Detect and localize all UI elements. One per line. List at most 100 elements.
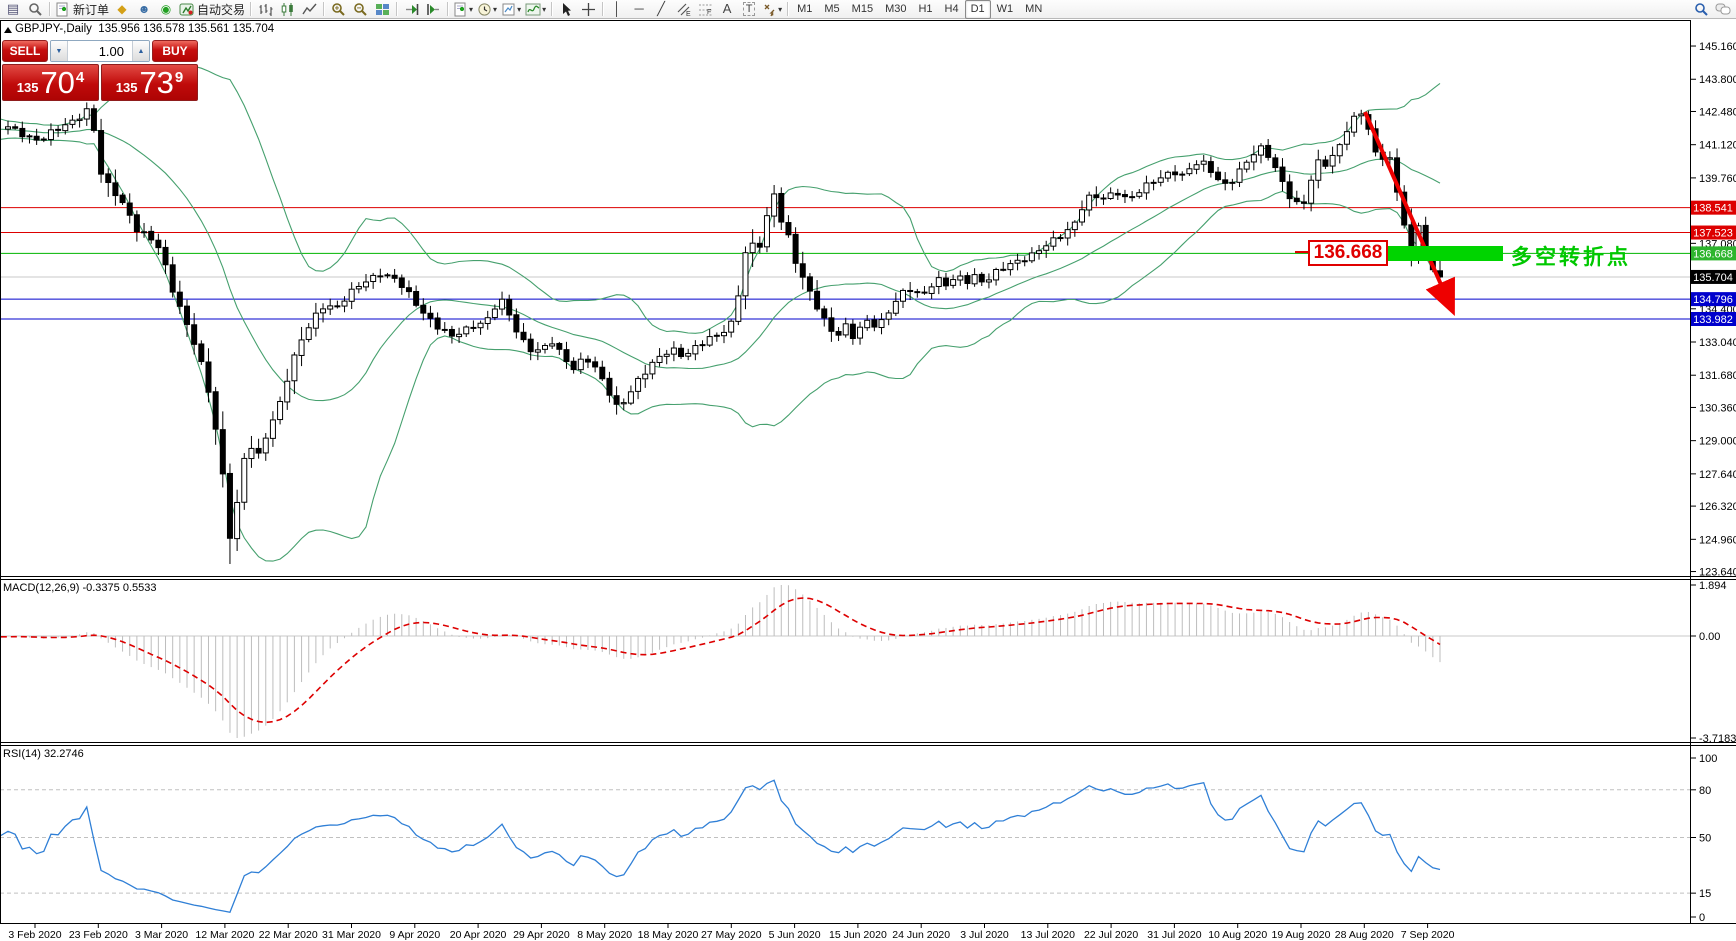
text-tool[interactable]: A [722,1,732,16]
dropdown-caret-icon[interactable]: ▾ [469,4,474,14]
date-axis-label: 31 Jul 2020 [1147,929,1201,941]
price-axis-label: 127.640 [1699,469,1736,481]
main-chart-panel[interactable] [0,65,1690,564]
timeframe-m5[interactable]: M5 [818,0,845,19]
candle-chart-icon[interactable] [276,0,298,19]
annotation-price-box[interactable]: 136.668 [1308,240,1388,266]
dropdown-caret-icon[interactable]: ▾ [493,4,498,14]
horizontal-line-tool[interactable]: ─ [634,1,644,16]
timeframe-mn[interactable]: MN [1019,0,1048,19]
time-axis[interactable]: 3 Feb 2020 23 Feb 2020 3 Mar 2020 12 Mar 20… [8,924,1455,941]
metaeditor-icon[interactable]: ◆ [117,2,127,16]
annotation-highlight-bar[interactable] [1388,246,1503,261]
charts-panel-icon[interactable]: ▤ [6,1,20,16]
timeframe-h1[interactable]: H1 [912,0,938,19]
sell-price-panel[interactable]: 135 70 4 [2,64,99,101]
timeframe-h4[interactable]: H4 [939,0,965,19]
date-axis-label: 5 Jun 2020 [769,929,821,941]
data-window-icon[interactable] [24,0,46,19]
chat-icon[interactable] [1712,0,1734,19]
date-axis-label: 3 Jul 2020 [960,929,1009,941]
periods-button[interactable]: ▾ [475,0,499,19]
price-axis-label: 133.040 [1699,337,1736,349]
toolbar-separator [551,2,553,16]
date-axis-label: 23 Feb 2020 [69,929,128,941]
sell-price-sup: 4 [75,69,85,86]
macd-axis-label: 1.894 [1699,580,1727,592]
timeframe-m1[interactable]: M1 [791,0,818,19]
timeframe-m30[interactable]: M30 [879,0,912,19]
rsi-axis-label: 15 [1699,888,1711,900]
volume-decrease-button[interactable]: ▼ [51,41,68,61]
price-badge: 134.796 [1691,292,1736,307]
buy-button[interactable]: BUY [152,40,198,62]
timeframe-w1-label: W1 [996,3,1014,15]
main-toolbar: ▤ 新订单 ◆ ☻ ◉ 自动交易 + − ▾ ▾ ▾ ▾ │ ─ ╱ E F A T ▾ M1 M5 M15 M30 H1 H4 D… [0,0,1736,19]
dropdown-caret-icon[interactable]: ▾ [778,4,783,14]
price-axis-label: 145.160 [1699,41,1736,53]
volume-input[interactable]: 1.00 [98,43,124,59]
autotrading-button[interactable]: 自动交易 [177,0,247,19]
buy-price-panel[interactable]: 135 73 9 [101,64,198,101]
macd-axis-label: 0.00 [1699,631,1720,643]
chart-expand-arrow[interactable] [4,27,12,33]
timeframe-w1[interactable]: W1 [991,0,1020,19]
auto-scroll-icon[interactable] [400,0,422,19]
timeframe-h4-label: H4 [944,3,959,15]
indicators-button[interactable]: ▾ [523,0,548,19]
chart-canvas[interactable]: 145.160143.800142.480141.120139.760137.0… [0,20,1736,941]
buy-price-head: 135 [115,80,138,95]
channel-tool[interactable]: E [672,0,694,19]
autotrading-button-label: 自动交易 [197,2,246,17]
templates-button[interactable]: ▾ [499,0,523,19]
date-axis-label: 28 Aug 2020 [1335,929,1394,941]
volume-increase-button[interactable]: ▲ [132,41,149,61]
search-icon[interactable] [1690,0,1712,19]
date-axis-label: 10 Aug 2020 [1208,929,1267,941]
annotation-note-text[interactable]: 多空转折点 [1511,245,1631,269]
timeframe-d1[interactable]: D1 [964,0,991,19]
svg-text:−: − [356,3,361,12]
rsi-axis-label: 80 [1699,785,1711,797]
macd-panel[interactable] [0,585,1690,738]
toolbar-separator [787,2,789,16]
price-axis[interactable]: 145.160143.800142.480141.120139.760137.0… [1690,41,1736,579]
new-order-button[interactable]: 新订单 [53,0,111,19]
volume-spinner: ▼ 1.00 ▲ [50,40,150,62]
tile-windows-icon[interactable] [371,0,393,19]
zoom-out-icon[interactable]: − [349,0,371,19]
rsi-axis-label: 0 [1699,912,1705,924]
bar-chart-icon[interactable] [254,0,276,19]
timeframe-m15[interactable]: M15 [846,0,879,19]
rsi-panel[interactable] [0,779,1690,914]
line-chart-icon[interactable] [298,0,320,19]
vertical-line-tool[interactable]: │ [613,1,622,16]
market-depth-icon[interactable]: ☻ [137,2,151,16]
timeframe-h1-label: H1 [918,3,933,15]
date-axis-label: 22 Mar 2020 [259,929,318,941]
arrows-tool[interactable]: ▾ [760,0,784,19]
cursor-tool[interactable] [555,0,577,19]
macd-signal-line [0,597,1441,724]
price-axis-label: 123.640 [1699,567,1736,579]
fibonacci-tool[interactable]: F [694,0,716,19]
sell-button[interactable]: SELL [2,40,48,62]
label-tool[interactable]: T [738,0,760,19]
toolbar-separator [447,2,449,16]
crosshair-tool[interactable] [577,0,599,19]
dropdown-caret-icon[interactable]: ▾ [517,4,522,14]
price-badge: 135.704 [1691,269,1736,284]
date-axis-label: 13 Jul 2020 [1021,929,1075,941]
signals-icon[interactable]: ◉ [160,2,172,16]
chart-shift-icon[interactable] [422,0,444,19]
new-chart-button[interactable]: ▾ [451,0,475,19]
trendline-tool[interactable]: ╱ [657,1,665,16]
dropdown-caret-icon[interactable]: ▾ [542,4,547,14]
rsi-label: RSI(14) 32.2746 [3,748,84,760]
zoom-in-icon[interactable]: + [327,0,349,19]
svg-text:133.982: 133.982 [1693,314,1733,326]
panel-frames [0,20,1736,924]
trend-arrow[interactable] [1363,111,1455,316]
price-axis-label: 143.800 [1699,74,1736,86]
